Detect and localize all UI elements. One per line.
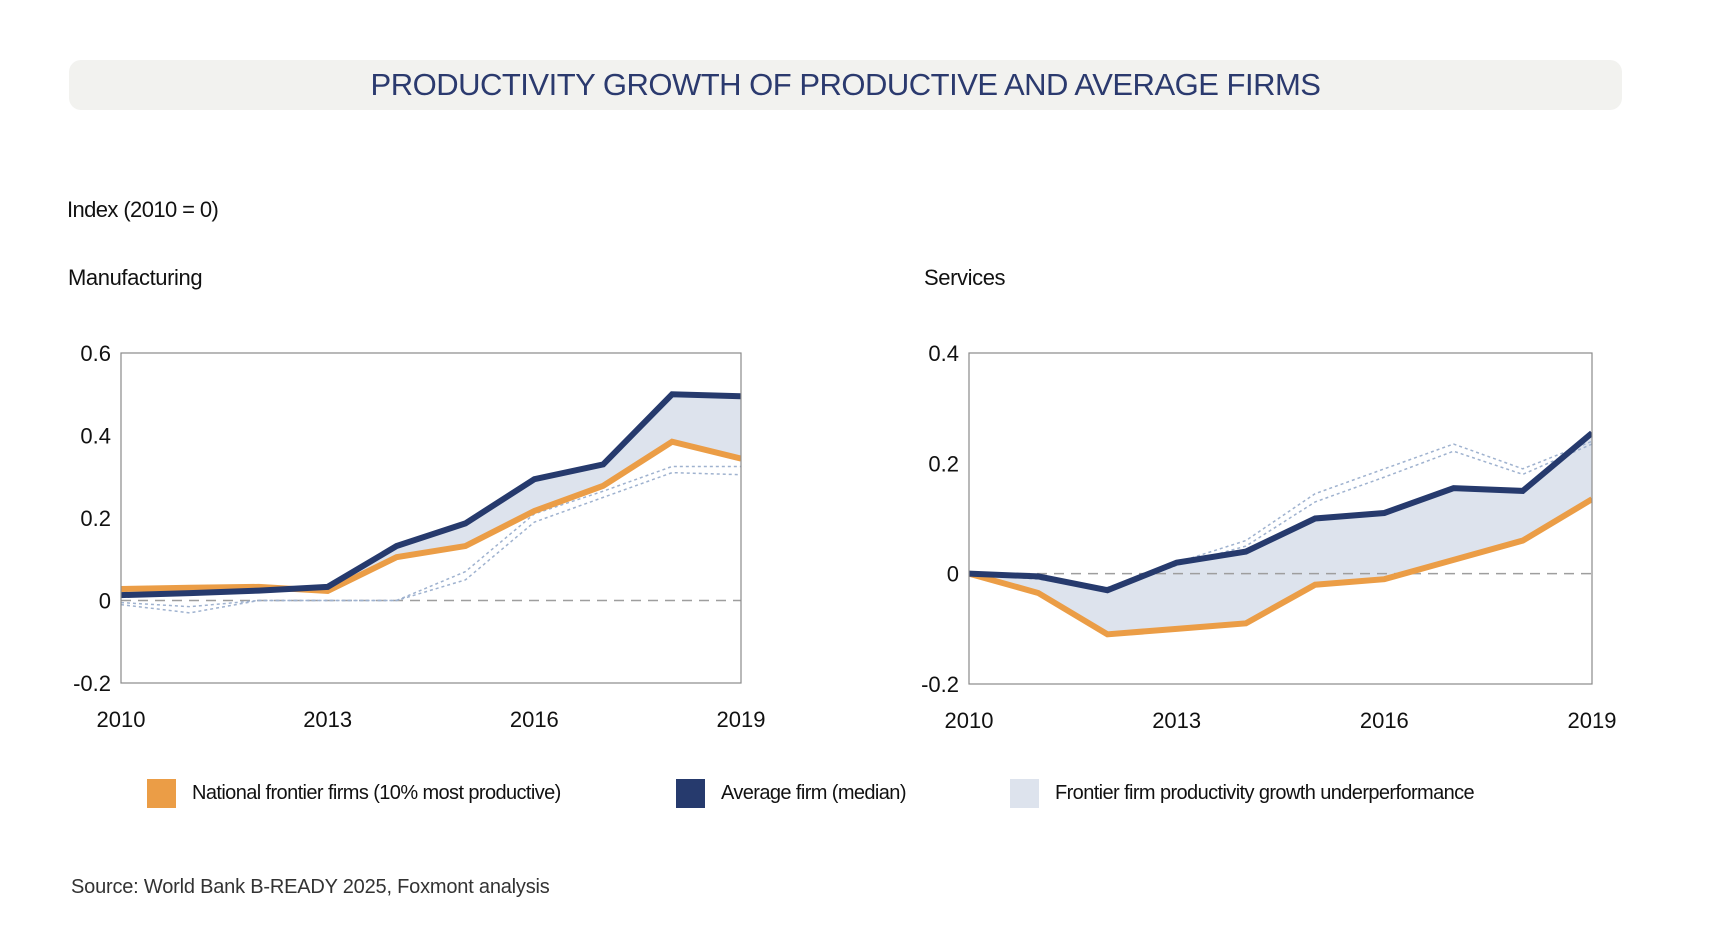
- x-tick-label: 2013: [303, 707, 352, 732]
- x-tick-label: 2016: [510, 707, 559, 732]
- legend-item-average: Average firm (median): [676, 778, 906, 808]
- frontier-firms-line: [969, 496, 1592, 638]
- y-tick-label: 0.4: [80, 424, 111, 449]
- y-tick-label: -0.2: [921, 672, 959, 697]
- manufacturing-chart: -0.2 0 0.2 0.4 0.6 2010 2013 2016 2019: [73, 341, 765, 732]
- x-tick-label: 2019: [717, 707, 766, 732]
- reference-dotted-line-1: [121, 465, 741, 608]
- y-tick-label: 0: [99, 589, 111, 614]
- average-firm-line: [969, 430, 1592, 594]
- legend-item-gap: Frontier firm productivity growth underp…: [1010, 778, 1475, 808]
- x-tick-label: 2013: [1152, 708, 1201, 733]
- y-tick-label: -0.2: [73, 671, 111, 696]
- services-panel-title: Services: [924, 265, 1006, 290]
- x-tick-label: 2010: [97, 707, 146, 732]
- legend-label-gap: Frontier firm productivity growth underp…: [1055, 781, 1475, 804]
- legend-swatch-average: [676, 778, 705, 808]
- unit-label: Index (2010 = 0): [67, 197, 219, 222]
- frontier-firms-line: [121, 438, 741, 595]
- page-title: PRODUCTIVITY GROWTH OF PRODUCTIVE AND AV…: [370, 67, 1321, 102]
- y-tick-label: 0.2: [928, 451, 959, 476]
- reference-dotted-line-2: [121, 471, 741, 614]
- y-tick-label: 0.6: [80, 341, 111, 366]
- underperformance-area: [121, 394, 741, 596]
- legend-swatch-frontier: [147, 778, 176, 808]
- legend-swatch-gap: [1010, 778, 1039, 808]
- plot-frame: [968, 352, 1593, 685]
- x-tick-label: 2019: [1568, 708, 1617, 733]
- y-tick-label: 0.2: [80, 506, 111, 531]
- x-tick-label: 2010: [945, 708, 994, 733]
- y-tick-label: 0.4: [928, 341, 959, 366]
- services-chart: -0.2 0 0.2 0.4 2010 2013 2016 2019: [921, 341, 1616, 733]
- legend-item-frontier: National frontier firms (10% most produc…: [147, 778, 561, 808]
- legend-label-frontier: National frontier firms (10% most produc…: [192, 781, 561, 804]
- plot-frame: [120, 352, 742, 684]
- y-tick-label: 0: [947, 562, 959, 587]
- legend-label-average: Average firm (median): [721, 781, 906, 804]
- manufacturing-panel-title: Manufacturing: [68, 265, 203, 290]
- source-note: Source: World Bank B-READY 2025, Foxmont…: [71, 876, 550, 898]
- x-tick-label: 2016: [1360, 708, 1409, 733]
- average-firm-line: [121, 391, 741, 599]
- title-banner: PRODUCTIVITY GROWTH OF PRODUCTIVE AND AV…: [69, 60, 1622, 110]
